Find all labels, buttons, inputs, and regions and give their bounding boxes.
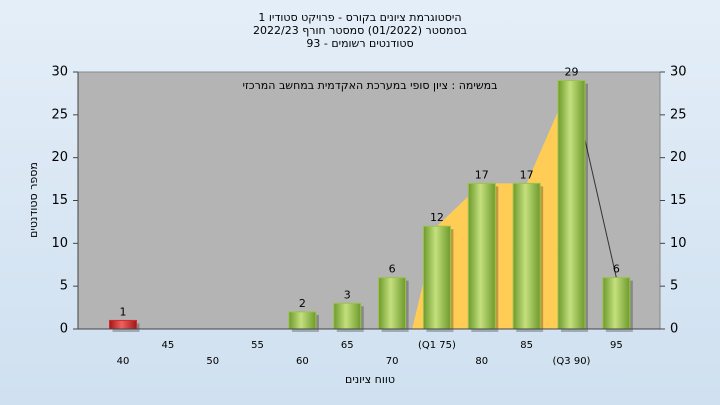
value-label: 3 (344, 288, 351, 301)
bar (378, 277, 407, 330)
x-tick-label: 85 (520, 340, 533, 351)
x-tick-label: (Q1 75) (418, 340, 456, 351)
y2-tick-label: 30 (670, 65, 687, 80)
title-line: סטודנטים רשומים - 93 (306, 37, 413, 50)
value-label: 17 (475, 168, 489, 181)
value-label: 17 (520, 168, 534, 181)
y2-tick-label: 25 (670, 107, 687, 122)
y2-tick-label: 5 (670, 279, 678, 294)
bar (333, 302, 362, 330)
x-tick-label: 50 (206, 356, 219, 367)
bar (557, 80, 586, 330)
x-tick-label: 80 (475, 356, 488, 367)
title-line: בסמסטר (01/2022) סמסטר חורף 2022/23 (253, 24, 467, 37)
x-tick-label: 95 (610, 340, 623, 351)
value-label: 6 (389, 263, 396, 276)
value-label: 2 (299, 297, 306, 310)
bar (602, 277, 631, 330)
x-tick-label: 45 (161, 340, 174, 351)
x-tick-label: 65 (341, 340, 354, 351)
y-tick-label: 0 (60, 322, 68, 337)
y-tick-label: 10 (51, 236, 68, 251)
x-tick-label: (Q3 90) (553, 356, 591, 367)
bar (422, 225, 451, 330)
y2-tick-label: 0 (670, 322, 678, 337)
y-tick-label: 25 (51, 107, 68, 122)
x-axis-label: טווח ציונים (345, 373, 395, 386)
bar (109, 319, 137, 330)
value-label: 29 (565, 66, 579, 79)
annotation: במשימה : ציון סופי במערכת האקדמית במחשב … (243, 79, 498, 92)
y2-tick-label: 20 (670, 150, 687, 165)
x-tick-label: 70 (386, 356, 399, 367)
x-tick-label: 60 (296, 356, 309, 367)
title-line: היסטוגרמת ציונים בקורס - פרויקט סטודיו 1 (258, 11, 461, 24)
bar (288, 311, 317, 330)
y2-tick-label: 15 (670, 193, 687, 208)
y-tick-label: 20 (51, 150, 68, 165)
plot: 0 5 10 15 20 25 30 0 5 10 15 20 25 30 1 40 45 50 55 2 60 3 65 6… (51, 65, 686, 368)
value-label: 12 (430, 211, 444, 224)
y2-tick-label: 10 (670, 236, 687, 251)
x-tick-label: 55 (251, 340, 264, 351)
bar (467, 182, 496, 330)
bar (512, 182, 541, 330)
value-label: 1 (120, 305, 127, 318)
y-tick-label: 5 (60, 279, 68, 294)
x-tick-label: 40 (117, 356, 130, 367)
y-tick-label: 30 (51, 65, 68, 80)
value-label: 6 (613, 263, 620, 276)
y-tick-label: 15 (51, 193, 68, 208)
y-axis-label: מספר סטודנטים (27, 162, 40, 238)
